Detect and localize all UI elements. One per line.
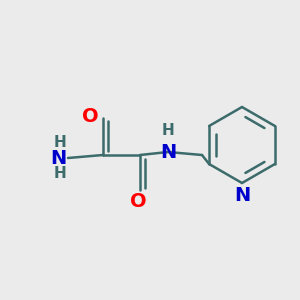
Text: O: O [82, 106, 99, 125]
Text: H: H [53, 166, 66, 181]
Text: N: N [234, 186, 250, 205]
Text: H: H [53, 135, 66, 150]
Text: N: N [50, 148, 66, 167]
Text: N: N [160, 142, 176, 161]
Text: O: O [130, 192, 146, 211]
Text: H: H [162, 123, 174, 138]
